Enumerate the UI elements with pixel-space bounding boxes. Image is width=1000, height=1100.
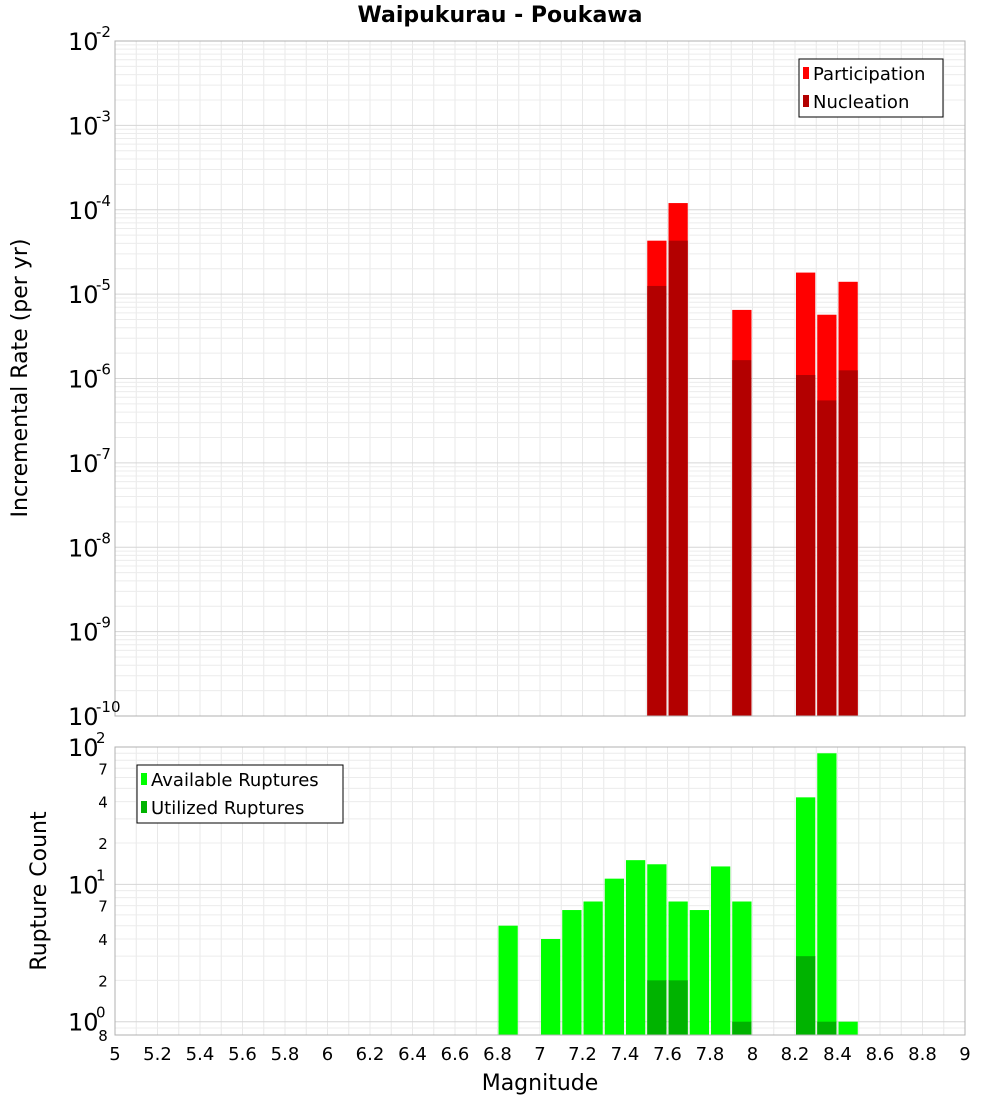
- top-y-tick-exponent: -8: [96, 529, 111, 547]
- top-y-tick-label: 10: [68, 112, 99, 140]
- bottom-y-tick-label: 10: [68, 871, 99, 899]
- top-legend-swatch: [803, 95, 809, 107]
- x-tick-label: 8.8: [908, 1044, 937, 1065]
- bottom-bar-available-ruptures: [626, 860, 646, 1035]
- bottom-bar-utilized-ruptures: [796, 956, 816, 1035]
- x-tick-label: 6: [322, 1044, 333, 1065]
- top-y-tick-exponent: -7: [96, 445, 111, 463]
- chart-title: Waipukurau - Poukawa: [358, 3, 643, 28]
- x-tick-label: 5.6: [228, 1044, 257, 1065]
- top-legend-label: Nucleation: [813, 92, 909, 113]
- top-bar-nucleation: [668, 240, 688, 717]
- bottom-y-tick-exponent: 1: [96, 866, 106, 884]
- x-tick-label: 9: [959, 1044, 970, 1065]
- bottom-bar-available-ruptures: [541, 939, 561, 1035]
- bottom-bar-available-ruptures: [817, 753, 837, 1035]
- x-axis-label: Magnitude: [482, 1071, 599, 1096]
- bottom-bar-available-ruptures: [689, 910, 709, 1035]
- top-plot-frame: [114, 40, 966, 717]
- x-tick-label: 8.4: [823, 1044, 852, 1065]
- x-tick-label: 6.4: [398, 1044, 427, 1065]
- top-y-tick-exponent: -4: [96, 192, 111, 210]
- top-y-tick-label: 10: [68, 450, 99, 478]
- x-tick-label: 7.2: [568, 1044, 597, 1065]
- bottom-y-tick-label: 10: [68, 1009, 99, 1037]
- x-tick-label: 7.6: [653, 1044, 682, 1065]
- bottom-legend-label: Utilized Ruptures: [151, 798, 304, 819]
- bottom-y-tick-exponent: 0: [96, 1004, 106, 1022]
- top-y-tick-exponent: -2: [96, 23, 111, 41]
- top-legend: Participation Nucleation: [798, 58, 944, 118]
- x-tick-label: 5: [109, 1044, 120, 1065]
- top-y-tick-exponent: -10: [96, 698, 121, 716]
- top-legend-label: Participation: [813, 64, 925, 85]
- bottom-y-tick-exponent: 2: [96, 729, 106, 747]
- bottom-bar-available-ruptures: [604, 878, 624, 1035]
- top-y-tick-exponent: -9: [96, 614, 111, 632]
- top-y-tick-label: 10: [68, 703, 99, 731]
- bottom-y-minor-tick-label: 4: [98, 794, 108, 812]
- top-y-tick-label: 10: [68, 197, 99, 225]
- x-tick-label: 7.8: [696, 1044, 725, 1065]
- top-y-tick-exponent: -5: [96, 276, 111, 294]
- bottom-bar-available-ruptures: [732, 901, 752, 1035]
- top-y-tick-label: 10: [68, 28, 99, 56]
- bottom-y-tick-label: 10: [68, 734, 99, 762]
- bottom-legend-box: [136, 764, 344, 824]
- top-y-tick-exponent: -6: [96, 361, 111, 379]
- bottom-bar-utilized-ruptures: [647, 980, 667, 1035]
- x-tick-label: 5.4: [186, 1044, 215, 1065]
- bottom-bar-utilized-ruptures: [732, 1021, 752, 1035]
- x-tick-label: 6.2: [356, 1044, 385, 1065]
- top-y-tick-label: 10: [68, 619, 99, 647]
- x-tick-label: 8.2: [781, 1044, 810, 1065]
- x-tick-label: 6.8: [483, 1044, 512, 1065]
- bottom-y-minor-tick-label: 2: [98, 972, 108, 990]
- top-bar-nucleation: [732, 360, 752, 716]
- top-y-tick-label: 10: [68, 534, 99, 562]
- y-axis-label-count: Rupture Count: [27, 811, 52, 971]
- bottom-legend-label: Available Ruptures: [151, 770, 319, 791]
- bottom-bar-available-ruptures: [498, 925, 518, 1035]
- x-tick-label: 7: [534, 1044, 545, 1065]
- top-bar-nucleation: [817, 400, 837, 716]
- bottom-y-minor-tick-label: 8: [98, 1027, 108, 1045]
- bottom-legend-swatch: [141, 801, 147, 813]
- top-panel: 10-1010-910-810-710-610-510-410-310-2Par…: [68, 23, 966, 731]
- bottom-y-minor-tick-label: 2: [98, 835, 108, 853]
- x-tick-label: 6.6: [441, 1044, 470, 1065]
- bottom-bar-available-ruptures: [838, 1021, 858, 1035]
- x-tick-label: 7.4: [611, 1044, 640, 1065]
- y-axis-label-rate: Incremental Rate (per yr): [8, 239, 33, 518]
- top-legend-box: [798, 58, 944, 118]
- top-y-tick-exponent: -3: [96, 107, 111, 125]
- top-legend-swatch: [803, 67, 809, 79]
- x-tick-label: 8: [747, 1044, 758, 1065]
- bottom-legend: Available Ruptures Utilized Ruptures: [136, 764, 344, 824]
- bottom-y-minor-tick-label: 7: [98, 760, 108, 778]
- bottom-y-minor-tick-label: 4: [98, 931, 108, 949]
- top-bar-nucleation: [838, 370, 858, 716]
- bottom-bar-available-ruptures: [711, 866, 731, 1035]
- x-tick-label: 5.8: [271, 1044, 300, 1065]
- top-y-tick-label: 10: [68, 281, 99, 309]
- bottom-bar-utilized-ruptures: [817, 1021, 837, 1035]
- bottom-y-minor-tick-label: 7: [98, 898, 108, 916]
- top-bar-nucleation: [647, 285, 667, 716]
- bottom-legend-swatch: [141, 773, 147, 785]
- x-tick-label: 5.2: [143, 1044, 172, 1065]
- bottom-bar-utilized-ruptures: [668, 980, 688, 1035]
- bottom-plot-frame: [114, 746, 966, 1036]
- x-tick-label: 8.6: [866, 1044, 895, 1065]
- bottom-bar-available-ruptures: [583, 901, 603, 1035]
- bottom-bar-available-ruptures: [562, 910, 582, 1035]
- top-y-tick-label: 10: [68, 366, 99, 394]
- top-bar-nucleation: [796, 375, 816, 716]
